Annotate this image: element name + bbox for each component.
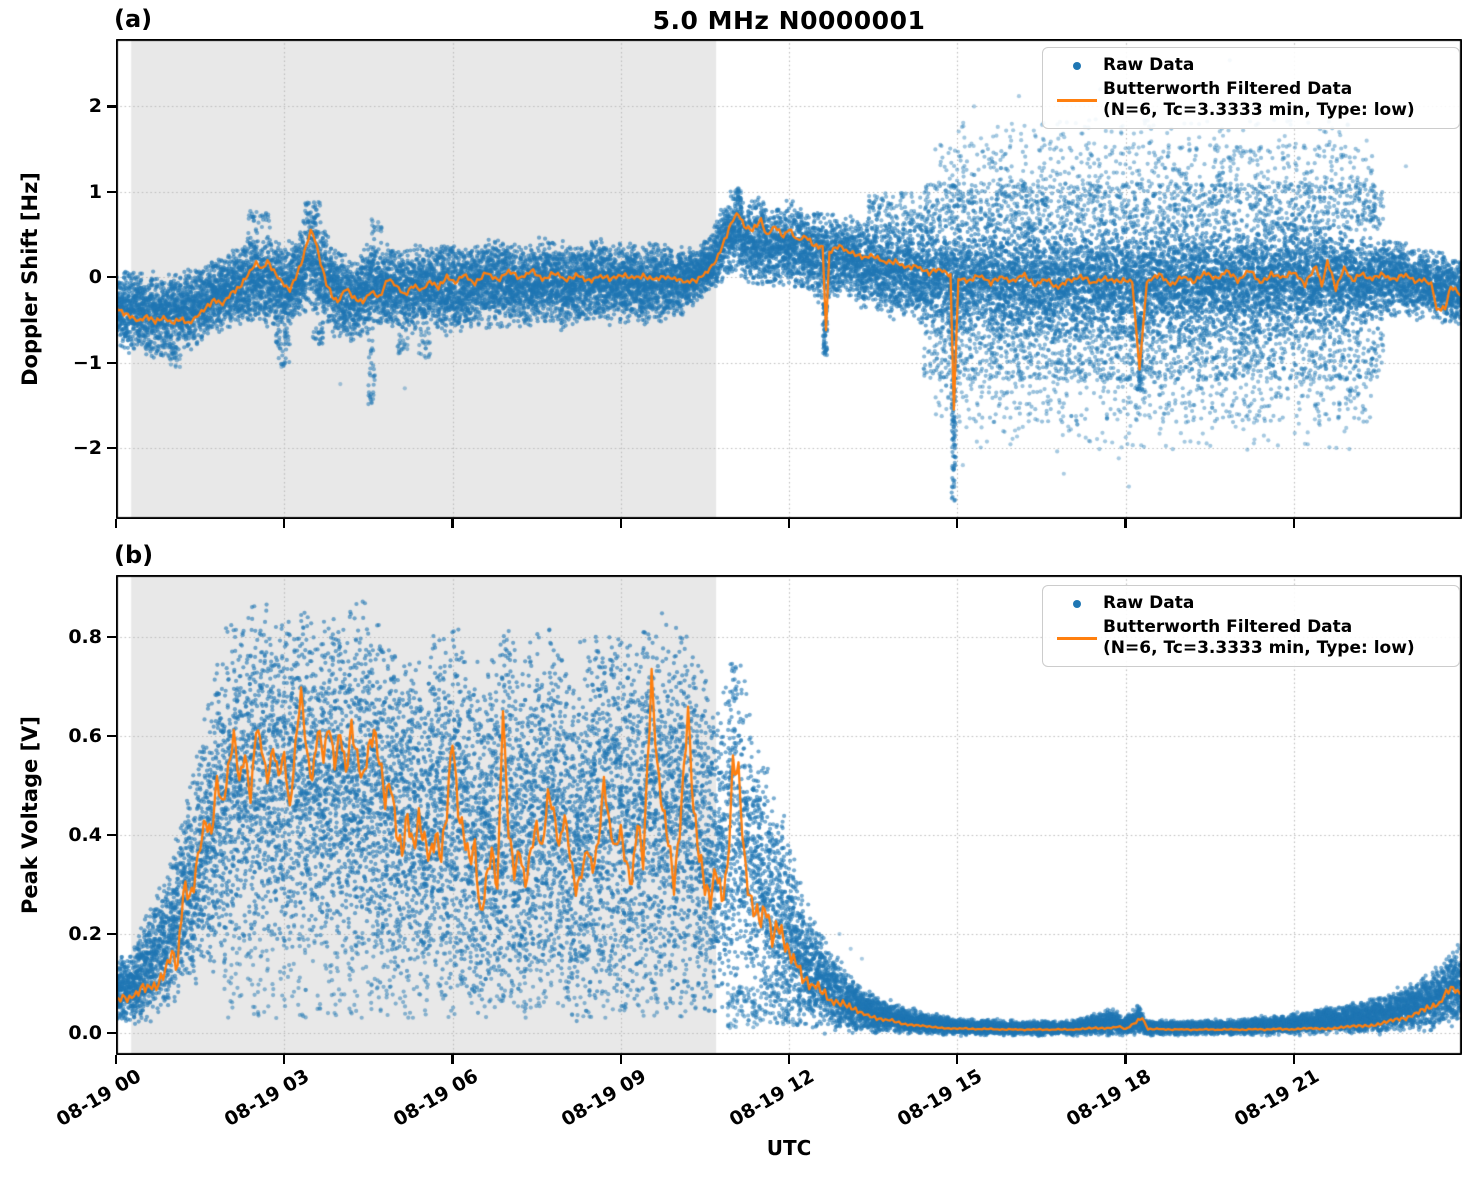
x-tick-mark — [1124, 519, 1127, 528]
x-tick-mark — [787, 519, 791, 528]
filtered-line-marker-icon — [1051, 617, 1103, 659]
y-tick-label: 2 — [88, 95, 102, 118]
y-tick-mark — [107, 932, 116, 936]
x-tick-mark — [787, 1055, 791, 1064]
x-tick-mark — [114, 519, 118, 528]
y-tick-label: 0.0 — [68, 1022, 102, 1045]
panel-a-tag: (a) — [114, 5, 153, 33]
x-tick-mark — [283, 519, 286, 528]
line-sample-icon — [1057, 636, 1097, 640]
x-tick-mark — [451, 519, 454, 528]
y-tick-mark — [107, 276, 116, 279]
panel-b-legend: Raw Data Butterworth Filtered Data (N=6,… — [1042, 585, 1460, 667]
y-tick-mark — [107, 1031, 116, 1035]
x-tick-mark — [451, 1055, 454, 1064]
x-tick-mark — [1292, 519, 1295, 528]
y-tick-mark — [107, 446, 116, 450]
x-axis-label: UTC — [766, 1136, 812, 1160]
y-tick-label: 0 — [88, 266, 102, 289]
legend-filtered-label-line2: (N=6, Tc=3.3333 min, Type: low) — [1103, 100, 1415, 120]
legend-raw-label: Raw Data — [1103, 55, 1195, 75]
y-tick-mark — [107, 105, 116, 108]
y-tick-label: 0.8 — [68, 626, 102, 649]
y-tick-mark — [107, 190, 116, 194]
raw-data-marker-icon — [1051, 593, 1103, 614]
y-tick-mark — [107, 734, 116, 738]
x-tick-mark — [1292, 1055, 1295, 1064]
x-tick-mark — [956, 1055, 959, 1064]
raw-data-marker-icon — [1051, 55, 1103, 76]
y-tick-label: 0.4 — [68, 824, 102, 847]
panel-b-tag: (b) — [114, 541, 154, 569]
scatter-dot-icon — [1073, 599, 1081, 608]
legend-raw-label: Raw Data — [1103, 593, 1195, 613]
x-tick-mark — [283, 1055, 286, 1064]
x-tick-mark — [1124, 1055, 1127, 1064]
y-tick-label: −1 — [72, 351, 102, 374]
y-tick-mark — [107, 833, 116, 837]
x-tick-mark — [619, 519, 622, 528]
legend-filtered-label-line1: Butterworth Filtered Data — [1103, 79, 1353, 99]
x-tick-mark — [956, 519, 959, 528]
scatter-dot-icon — [1073, 61, 1081, 70]
legend-filtered-label-line2: (N=6, Tc=3.3333 min, Type: low) — [1103, 638, 1415, 658]
filtered-line-marker-icon — [1051, 79, 1103, 121]
panel-a-legend: Raw Data Butterworth Filtered Data (N=6,… — [1042, 47, 1460, 129]
x-tick-mark — [114, 1055, 118, 1064]
y-tick-mark — [107, 635, 116, 639]
line-sample-icon — [1057, 98, 1097, 102]
y-tick-label: 0.6 — [68, 725, 102, 748]
y-tick-label: 1 — [88, 180, 102, 203]
y-tick-mark — [107, 361, 116, 364]
y-tick-label: −2 — [72, 437, 102, 460]
legend-filtered-label: Butterworth Filtered Data (N=6, Tc=3.333… — [1103, 617, 1449, 659]
x-tick-mark — [619, 1055, 622, 1064]
legend-filtered-label: Butterworth Filtered Data (N=6, Tc=3.333… — [1103, 79, 1449, 121]
figure-title: 5.0 MHz N0000001 — [652, 6, 926, 35]
y-tick-label: 0.2 — [68, 923, 102, 946]
legend-filtered-label-line1: Butterworth Filtered Data — [1103, 617, 1353, 637]
